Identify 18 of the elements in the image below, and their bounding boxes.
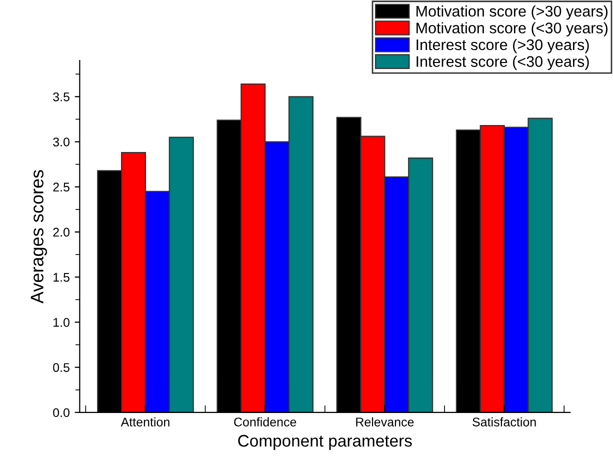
x-axis-title: Component parameters <box>238 434 412 450</box>
y-tick-label: 2.5 <box>53 182 70 192</box>
legend-label: Interest score (<30 years) <box>416 56 589 70</box>
y-tick-label: 1.5 <box>54 273 70 282</box>
legend-label: Motivation score (>30 years) <box>416 5 608 20</box>
y-tick-label: 2.0 <box>53 228 70 237</box>
legend-label: Interest score (>30 years) <box>416 38 589 54</box>
y-tick-label: 1.0 <box>54 318 70 327</box>
y-tick-label: 3.5 <box>53 92 70 102</box>
y-tick-label: 3.0 <box>53 138 70 146</box>
y-tick-label: 0.0 <box>53 408 70 418</box>
x-tick-label: Attention <box>120 417 170 426</box>
y-tick-label: 0.5 <box>53 363 70 372</box>
x-tick-label: Relevance <box>356 417 414 426</box>
y-axis-title: Averages scores <box>30 170 48 304</box>
x-tick-label: Satisfaction <box>472 417 536 426</box>
x-tick-label: Confidence <box>234 417 296 426</box>
legend-label: Motivation score (<30 years) <box>416 22 608 36</box>
